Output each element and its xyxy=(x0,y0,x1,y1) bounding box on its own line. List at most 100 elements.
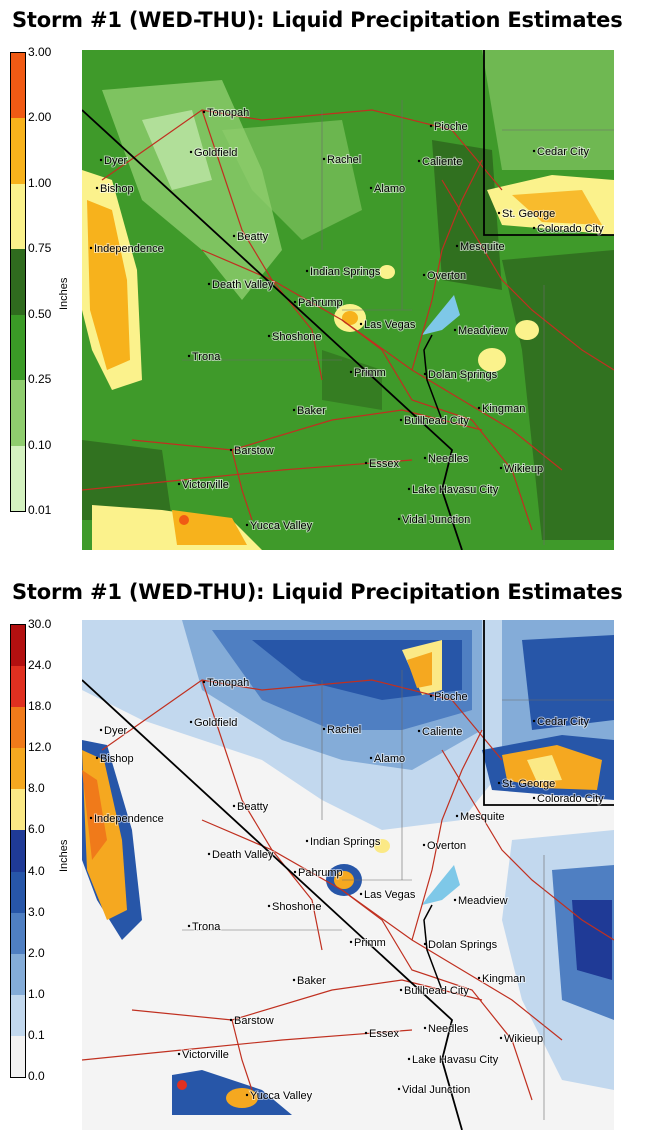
place-label: Rachel xyxy=(327,724,361,736)
place-label: Victorville xyxy=(182,1049,229,1061)
place-label: Wikieup xyxy=(504,1033,543,1045)
place-label: Baker xyxy=(297,405,326,417)
place-marker xyxy=(359,322,363,326)
place-marker xyxy=(245,1093,249,1097)
place-label: Pioche xyxy=(434,121,468,133)
place-label: Beatty xyxy=(237,231,269,243)
place-label: Bullhead City xyxy=(404,415,469,427)
color-legend xyxy=(10,52,26,512)
place-label: Pahrump xyxy=(298,297,343,309)
place-marker xyxy=(423,456,427,460)
place-label: Goldfield xyxy=(194,147,237,159)
legend-color-segment xyxy=(11,625,25,667)
place-marker xyxy=(267,334,271,338)
place-label: Kingman xyxy=(482,973,525,985)
legend-color-segment xyxy=(11,249,25,315)
place-label: Caliente xyxy=(422,726,462,738)
place-label: Bishop xyxy=(100,183,134,195)
legend-units-label: Inches xyxy=(58,277,70,310)
place-label: Trona xyxy=(192,351,221,363)
legend-color-segment xyxy=(11,830,25,872)
legend-tick-label: 1.00 xyxy=(28,175,52,190)
legend-color-segment xyxy=(11,707,25,749)
place-marker xyxy=(407,487,411,491)
place-label: Las Vegas xyxy=(364,319,416,331)
place-label: Beatty xyxy=(237,801,269,813)
snowfall-map: Tonopah Goldfield Dyer Bishop Independence Be… xyxy=(82,620,614,1130)
place-label: Meadview xyxy=(458,325,508,337)
legend-color-segment xyxy=(11,380,25,446)
legend-tick-label: 18.0 xyxy=(28,699,52,714)
place-marker xyxy=(429,124,433,128)
place-label: Overton xyxy=(427,270,466,282)
legend-tick-label: 6.0 xyxy=(28,822,45,837)
place-label: Needles xyxy=(428,453,469,465)
place-label: Vidal Junction xyxy=(402,514,470,526)
place-label: Bishop xyxy=(100,753,134,765)
place-marker xyxy=(397,517,401,521)
place-label: Overton xyxy=(427,840,466,852)
place-label: Death Valley xyxy=(212,849,274,861)
place-label: Pahrump xyxy=(298,867,343,879)
legend-tick-label: 4.0 xyxy=(28,863,45,878)
place-marker xyxy=(397,1087,401,1091)
place-marker xyxy=(202,680,206,684)
color-legend xyxy=(10,624,26,1078)
place-marker xyxy=(232,804,236,808)
place-label: Victorville xyxy=(182,479,229,491)
place-label: Barstow xyxy=(234,1015,274,1027)
place-label: Tonopah xyxy=(207,677,249,689)
place-marker xyxy=(292,408,296,412)
legend-tick-label: 12.0 xyxy=(28,740,52,755)
place-marker xyxy=(532,149,536,153)
place-marker xyxy=(207,282,211,286)
place-label: Lake Havasu City xyxy=(412,484,499,496)
place-marker xyxy=(423,1026,427,1030)
place-label: Vidal Junction xyxy=(402,1084,470,1096)
legend-tick-label: 1.0 xyxy=(28,986,45,1001)
legend-color-segment xyxy=(11,445,25,511)
place-marker xyxy=(369,186,373,190)
place-label: Independence xyxy=(94,243,164,255)
place-marker xyxy=(229,1018,233,1022)
place-marker xyxy=(177,482,181,486)
place-label: Indian Springs xyxy=(310,836,381,848)
place-label: Primm xyxy=(354,937,386,949)
place-marker xyxy=(95,756,99,760)
place-label: Baker xyxy=(297,975,326,987)
place-marker xyxy=(322,157,326,161)
place-marker xyxy=(364,461,368,465)
place-label: Alamo xyxy=(374,183,405,195)
place-label: Barstow xyxy=(234,445,274,457)
place-marker xyxy=(189,720,193,724)
legend-tick-label: 30.0 xyxy=(28,617,52,631)
place-label: Death Valley xyxy=(212,279,274,291)
place-marker xyxy=(207,852,211,856)
precip-panel-2: Storm #1 (WED-THU): Liquid Precipitation… xyxy=(0,568,670,1132)
place-label: Wikieup xyxy=(504,463,543,475)
place-marker xyxy=(532,226,536,230)
place-marker xyxy=(245,523,249,527)
place-label: Dolan Springs xyxy=(428,369,498,381)
place-marker xyxy=(359,892,363,896)
place-label: Meadview xyxy=(458,895,508,907)
place-label: Primm xyxy=(354,367,386,379)
place-label: Goldfield xyxy=(194,717,237,729)
place-marker xyxy=(99,158,103,162)
place-marker xyxy=(455,814,459,818)
place-marker xyxy=(177,1052,181,1056)
legend-color-segment xyxy=(11,789,25,831)
place-marker xyxy=(229,448,233,452)
precipitation-map: Tonopah Goldfield Dyer Bishop Independence Be… xyxy=(82,50,614,550)
place-label: Shoshone xyxy=(272,901,322,913)
legend-tick-label: 0.10 xyxy=(28,437,52,452)
place-label: Alamo xyxy=(374,753,405,765)
place-marker xyxy=(399,418,403,422)
place-marker xyxy=(532,796,536,800)
place-marker xyxy=(499,466,503,470)
place-marker xyxy=(399,988,403,992)
legend-units-label: Inches xyxy=(58,839,70,872)
place-marker xyxy=(99,728,103,732)
legend-tick-label: 2.00 xyxy=(28,110,52,125)
legend-tick-label: 0.50 xyxy=(28,306,52,321)
